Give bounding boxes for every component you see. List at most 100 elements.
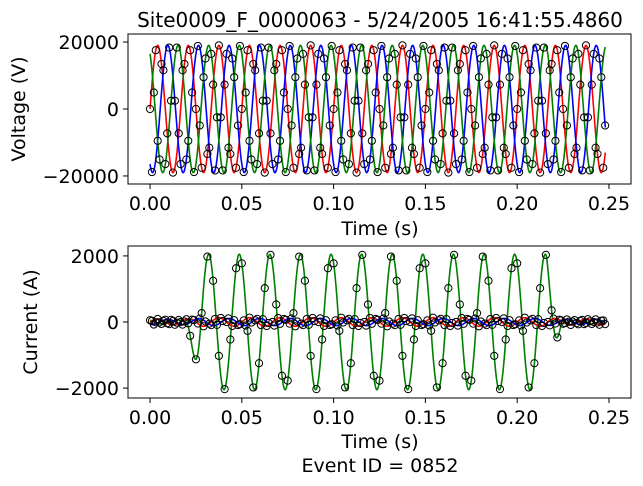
current-markers [145, 250, 610, 394]
voltage-sample-marker [212, 113, 222, 122]
voltage-sample-marker [233, 121, 243, 130]
current-sample-marker [312, 385, 321, 394]
current-sample-marker [323, 264, 332, 273]
current-sample-marker [295, 252, 304, 261]
voltage-sample-marker [379, 121, 388, 130]
voltage-sample-marker [459, 136, 468, 145]
voltage-sample-marker [518, 46, 528, 55]
current-sample-marker [427, 326, 436, 335]
voltage-sample-marker [572, 143, 581, 152]
voltage-sample-marker [193, 41, 202, 51]
voltage-sample-marker [178, 66, 187, 75]
voltage-sample-marker [465, 167, 474, 177]
voltage-sample-marker [570, 149, 579, 159]
current-sample-marker [210, 314, 220, 324]
voltage-sample-marker [463, 88, 472, 97]
voltage-sample-marker [145, 104, 155, 114]
voltage-sample-marker [260, 168, 269, 177]
voltage-sample-marker [375, 104, 384, 114]
voltage-sample-marker [526, 66, 535, 75]
voltage-sample-marker [184, 136, 193, 145]
current-sample-marker [283, 376, 292, 385]
voltage-sample-marker [595, 54, 604, 63]
voltage-sample-marker [516, 88, 526, 97]
voltage-sample-marker [417, 121, 426, 130]
current-sample-marker [430, 318, 440, 327]
voltage-sample-marker [444, 168, 453, 177]
voltage-sample-marker [484, 80, 493, 89]
voltage-sample-marker [279, 88, 288, 97]
current-x-tick-label: 0.20 [496, 407, 538, 429]
current-sample-marker [526, 316, 535, 325]
voltage-sample-marker [285, 41, 294, 51]
voltage-sample-marker [467, 104, 476, 114]
current-sample-marker [384, 317, 394, 326]
voltage-sample-marker [503, 54, 512, 63]
voltage-series-line-1 [149, 44, 607, 174]
current-sample-marker [214, 351, 223, 360]
voltage-sample-marker [409, 149, 419, 159]
voltage-sample-marker [287, 121, 296, 130]
voltage-sample-marker [413, 73, 422, 82]
current-sample-marker [224, 314, 233, 323]
current-sample-marker [449, 250, 459, 259]
voltage-sample-marker [214, 41, 223, 50]
voltage-sample-marker [170, 96, 179, 105]
voltage-sample-marker [245, 136, 254, 145]
voltage-sample-marker [155, 155, 164, 164]
current-sample-marker [513, 259, 522, 268]
voltage-sample-marker [339, 155, 348, 164]
current-sample-marker [528, 314, 537, 323]
current-sample-marker [499, 314, 508, 323]
current-sample-marker [539, 318, 549, 328]
voltage-sample-marker [576, 80, 585, 89]
voltage-sample-marker [480, 143, 489, 152]
voltage-sample-marker [436, 159, 445, 169]
voltage-x-tick-label: 0.15 [404, 193, 446, 215]
voltage-sample-marker [404, 80, 413, 89]
voltage-sample-marker [289, 163, 298, 172]
voltage-sample-marker [434, 66, 443, 75]
voltage-sample-marker [316, 143, 325, 152]
voltage-sample-marker [363, 59, 373, 69]
voltage-sample-marker [275, 136, 285, 145]
current-sample-marker [438, 359, 447, 368]
voltage-sample-marker [188, 88, 197, 97]
voltage-sample-marker [601, 121, 610, 130]
current-sample-marker [258, 315, 267, 324]
voltage-sample-marker [390, 49, 399, 59]
voltage-sample-marker [195, 121, 204, 130]
voltage-sample-marker [371, 88, 380, 97]
voltage-sample-marker [209, 80, 218, 89]
current-sample-marker [472, 309, 482, 318]
current-sample-marker [302, 314, 311, 324]
voltage-sample-marker [524, 59, 533, 69]
voltage-sample-marker [469, 41, 478, 51]
voltage-sample-marker [488, 113, 497, 122]
current-sample-marker [348, 320, 357, 330]
voltage-sample-marker [377, 41, 386, 51]
voltage-sample-marker [224, 143, 233, 152]
current-sample-marker [254, 359, 264, 368]
current-sample-marker [524, 383, 533, 392]
voltage-sample-marker [205, 143, 214, 152]
voltage-sample-marker [388, 143, 397, 152]
voltage-sample-marker [499, 143, 508, 152]
current-sample-marker [436, 314, 445, 323]
voltage-sample-marker [406, 49, 415, 59]
current-ticks: 0.00 0.05 0.10 0.15 0.20 0.25 −2000 0 2000 [55, 246, 630, 429]
voltage-sample-marker [298, 49, 308, 59]
current-sample-marker [490, 351, 499, 360]
current-sample-marker [243, 326, 252, 335]
current-sample-marker [226, 335, 235, 344]
current-sample-marker [212, 320, 222, 329]
voltage-x-tick-label: 0.25 [588, 193, 630, 215]
current-sample-marker [172, 318, 181, 327]
current-sample-marker [298, 321, 308, 330]
voltage-sample-marker [230, 73, 239, 82]
voltage-sample-marker [201, 54, 210, 63]
voltage-sample-marker [174, 129, 183, 138]
voltage-sample-marker [216, 113, 225, 122]
voltage-sample-marker [478, 149, 487, 159]
current-sample-marker [549, 314, 558, 323]
